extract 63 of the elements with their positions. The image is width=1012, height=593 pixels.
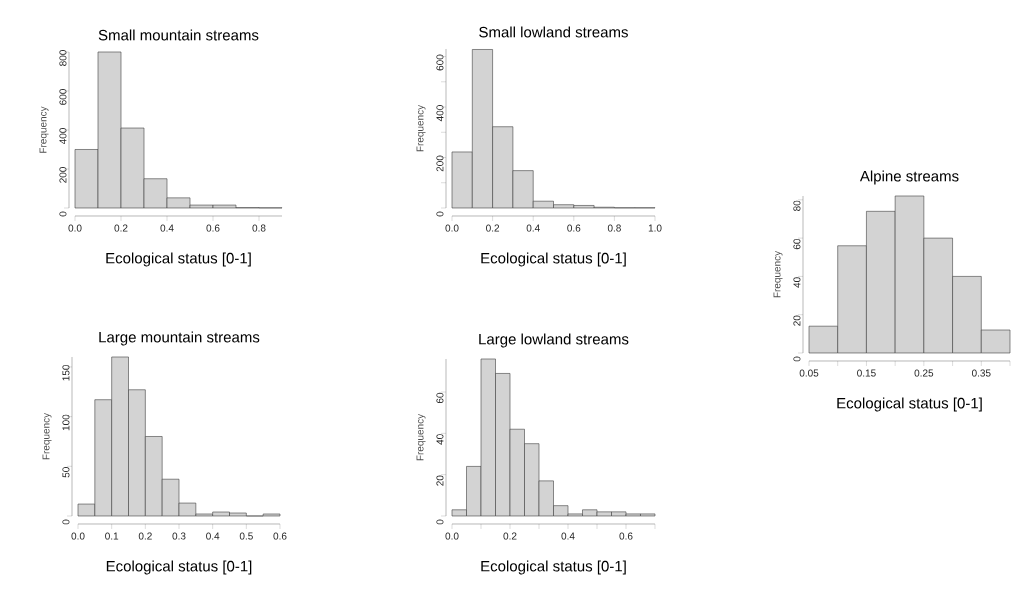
y-axis-title: Frequency xyxy=(416,104,426,152)
y-tick-label: 400 xyxy=(59,128,67,145)
chart-title: Alpine streams xyxy=(859,170,959,185)
y-tick-label: 0 xyxy=(59,211,67,217)
y-axis-title: Frequency xyxy=(42,412,52,460)
y-tick-label: 0 xyxy=(62,519,70,525)
x-axis-title: Ecological status [0-1] xyxy=(106,252,251,267)
x-tick-label: 0.05 xyxy=(799,369,819,377)
y-tick-label: 80 xyxy=(793,200,801,211)
chart-title: Small lowland streams xyxy=(479,26,628,38)
y-tick-label: 60 xyxy=(793,238,801,250)
x-axis-title: Ecological status [0-1] xyxy=(481,560,626,575)
y-tick-label: 600 xyxy=(59,89,67,105)
y-tick-label: 40 xyxy=(793,277,801,288)
x-tick-label: 0.4 xyxy=(526,224,540,232)
y-tick-label: 400 xyxy=(436,105,444,122)
x-tick-label: 0.0 xyxy=(445,224,459,232)
y-tick-label: 50 xyxy=(62,467,70,478)
x-tick-label: 0.6 xyxy=(567,224,581,232)
x-tick-label: 0.25 xyxy=(914,369,934,377)
x-tick-label: 1.0 xyxy=(648,224,662,232)
x-tick-label: 0.3 xyxy=(172,532,186,540)
x-tick-label: 0.2 xyxy=(486,224,500,232)
x-tick-label: 0.8 xyxy=(607,224,621,232)
x-tick-label: 0.2 xyxy=(138,532,152,540)
y-tick-label: 0 xyxy=(436,211,444,217)
chart-title: Small mountain streams xyxy=(98,29,259,41)
y-tick-label: 0 xyxy=(793,356,801,362)
x-tick-label: 0.6 xyxy=(273,532,287,540)
y-tick-label: 200 xyxy=(436,155,444,172)
x-tick-label: 0.4 xyxy=(561,532,575,540)
y-tick-label: 600 xyxy=(436,54,444,71)
y-tick-label: 0 xyxy=(436,519,444,525)
y-axis-title: Frequency xyxy=(773,250,783,298)
x-tick-label: 0.1 xyxy=(105,532,119,540)
x-axis-title: Ecological status [0-1] xyxy=(481,252,626,267)
y-tick-label: 20 xyxy=(436,475,444,486)
x-tick-label: 0.8 xyxy=(252,224,266,232)
x-tick-label: 0.4 xyxy=(206,532,220,540)
x-tick-label: 0.35 xyxy=(971,369,991,377)
y-tick-label: 20 xyxy=(793,315,801,326)
x-tick-label: 0.0 xyxy=(71,532,85,540)
chart-title: Large mountain streams xyxy=(99,331,260,346)
y-axis-title: Frequency xyxy=(416,413,426,461)
y-tick-label: 150 xyxy=(62,364,70,381)
x-tick-label: 0.6 xyxy=(206,224,220,232)
x-axis-title: Ecological status [0-1] xyxy=(837,397,982,412)
y-tick-label: 200 xyxy=(59,167,67,183)
x-tick-label: 0.6 xyxy=(619,532,633,540)
x-tick-label: 0.0 xyxy=(68,224,82,232)
y-tick-label: 100 xyxy=(62,414,70,431)
y-tick-label: 60 xyxy=(436,392,444,404)
y-tick-label: 800 xyxy=(59,50,67,66)
chart-title: Large lowland streams xyxy=(479,333,629,348)
x-tick-label: 0.15 xyxy=(857,369,876,377)
y-axis-title: Frequency xyxy=(39,106,49,153)
x-tick-label: 0.2 xyxy=(114,224,128,232)
y-tick-label: 40 xyxy=(436,434,444,445)
x-tick-label: 0.4 xyxy=(160,224,174,232)
x-tick-label: 0.0 xyxy=(445,532,459,540)
x-tick-label: 0.2 xyxy=(503,532,517,540)
x-axis-title: Ecological status [0-1] xyxy=(106,560,252,575)
x-tick-label: 0.5 xyxy=(239,532,253,540)
